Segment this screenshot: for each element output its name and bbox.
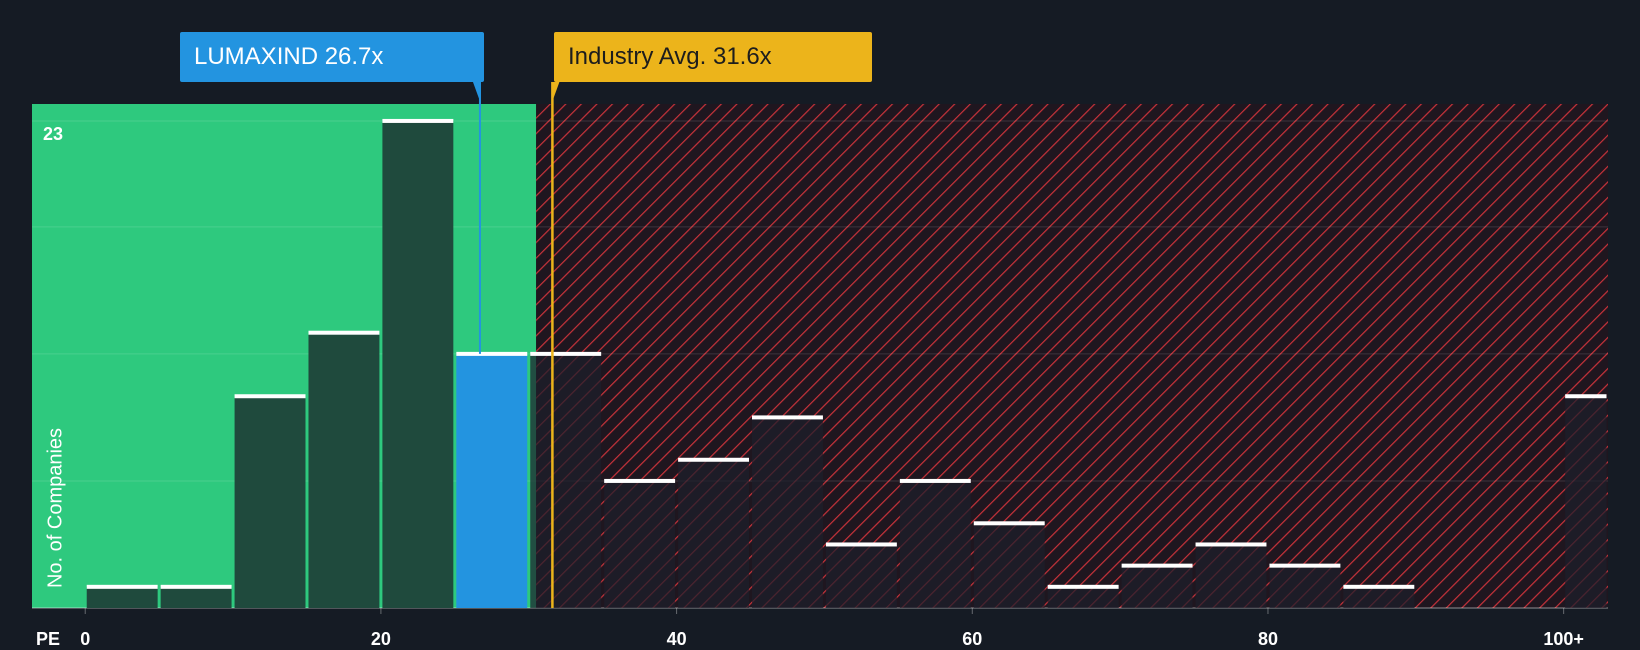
x-axis-title: PE — [36, 629, 61, 649]
bar-cap — [678, 457, 750, 462]
histogram-bar — [308, 332, 380, 608]
bar-cap — [1195, 542, 1267, 547]
industry-callout-pointer — [551, 82, 560, 104]
histogram-bar — [1343, 586, 1415, 608]
company-bar — [456, 353, 528, 608]
histogram-bar — [752, 417, 823, 608]
x-tick-label: 80 — [1257, 629, 1278, 649]
y-axis-max-label: 23 — [43, 124, 64, 144]
x-tick-label: 60 — [962, 629, 983, 649]
x-tick-label: 20 — [370, 629, 391, 649]
bar-cap — [382, 118, 454, 123]
bar-cap — [604, 478, 676, 483]
bar-cap — [308, 330, 380, 335]
histogram-bar — [1269, 565, 1341, 608]
histogram-bar — [1565, 396, 1607, 608]
bar-cap — [1047, 584, 1119, 589]
x-tick-label: 100+ — [1543, 629, 1584, 649]
histogram-bar — [1047, 586, 1119, 608]
histogram-bar — [530, 353, 602, 608]
industry-avg-callout: Industry Avg. 31.6x — [554, 32, 872, 82]
bar-cap — [1343, 584, 1415, 589]
histogram-bar — [86, 586, 158, 608]
y-axis-title: No. of Companies — [44, 427, 67, 589]
bar-cap — [234, 394, 306, 399]
histogram-bar — [825, 544, 897, 608]
bar-cap — [160, 584, 232, 589]
histogram-bar — [160, 586, 232, 608]
histogram-bar — [1121, 565, 1193, 608]
histogram-bar — [604, 480, 676, 608]
histogram-bar — [382, 120, 454, 609]
histogram-bar — [899, 480, 971, 608]
bar-cap — [973, 521, 1045, 526]
bar-cap — [530, 351, 602, 356]
company-callout-pointer — [472, 82, 481, 104]
bar-cap — [899, 478, 971, 483]
company-pe-callout: LUMAXIND 26.7x — [180, 32, 484, 82]
histogram-bar — [234, 396, 306, 608]
bar-cap — [86, 584, 158, 589]
bar-cap — [752, 415, 823, 420]
bar-cap — [825, 542, 897, 547]
bar-cap — [1269, 563, 1341, 568]
bar-cap — [456, 351, 528, 356]
histogram-bar — [678, 459, 750, 608]
histogram-bar — [973, 523, 1045, 608]
bar-cap — [1565, 394, 1607, 399]
x-tick-label: 40 — [666, 629, 687, 649]
histogram-bar — [1195, 544, 1267, 608]
x-tick-label: 0 — [80, 629, 91, 649]
bar-cap — [1121, 563, 1193, 568]
